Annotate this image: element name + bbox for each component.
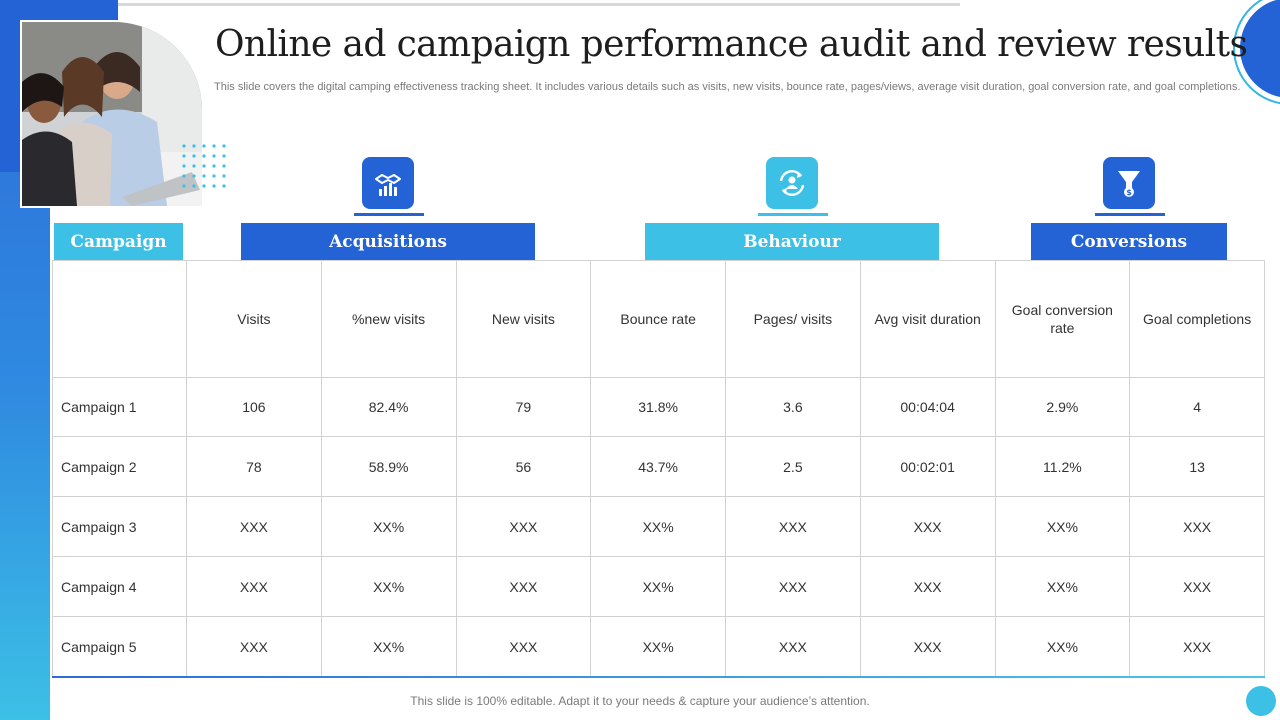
group-header-conversions: Conversions — [1031, 223, 1227, 260]
campaign-performance-table: Visits %new visits New visits Bounce rat… — [52, 260, 1265, 677]
table-cell: XXX — [859, 496, 996, 558]
table-cell: 106 — [186, 376, 322, 438]
table-row: Campaign 3 XXX XX% XXX XX% XXX XXX XX% X… — [52, 496, 1265, 558]
table-cell: XXX — [859, 616, 996, 677]
table-cell: XX% — [590, 496, 726, 558]
table-cell: XXX — [1129, 616, 1265, 677]
column-header: Visits — [186, 260, 322, 378]
table-cell: XX% — [994, 556, 1131, 618]
table-cell: 00:04:04 — [859, 376, 996, 438]
handshake-chart-icon — [362, 157, 414, 209]
table-cell: 56 — [455, 436, 592, 498]
refresh-user-icon — [766, 157, 818, 209]
footer-note: This slide is 100% editable. Adapt it to… — [410, 694, 870, 708]
table-cell: 58.9% — [320, 436, 457, 498]
dot-grid-decoration — [182, 144, 226, 188]
table-cell: XXX — [725, 556, 861, 618]
table-bottom-rule — [52, 676, 1265, 678]
table-cell: XX% — [994, 616, 1131, 677]
group-header-acquisitions: Acquisitions — [241, 223, 535, 260]
table-cell: 00:02:01 — [859, 436, 996, 498]
row-label: Campaign 1 — [52, 376, 187, 438]
table-header-row: Visits %new visits New visits Bounce rat… — [52, 260, 1265, 378]
row-label: Campaign 5 — [52, 616, 187, 677]
column-header: Bounce rate — [590, 260, 726, 378]
table-cell: 78 — [186, 436, 322, 498]
page-subtitle: This slide covers the digital camping ef… — [214, 81, 1241, 93]
table-cell: XX% — [590, 556, 726, 618]
table-cell: XXX — [186, 556, 322, 618]
column-header: %new visits — [320, 260, 457, 378]
acquisitions-icon-underline — [354, 213, 424, 216]
table-cell: XX% — [590, 616, 726, 677]
table-cell: 4 — [1129, 376, 1265, 438]
column-header: Avg visit duration — [859, 260, 996, 378]
top-divider — [118, 3, 960, 6]
table-cell: XX% — [320, 556, 457, 618]
svg-text:$: $ — [1126, 188, 1132, 197]
column-header: Goal conversion rate — [994, 260, 1131, 378]
table-cell: 31.8% — [590, 376, 726, 438]
table-row: Campaign 2 78 58.9% 56 43.7% 2.5 00:02:0… — [52, 436, 1265, 498]
table-cell: XXX — [186, 616, 322, 677]
group-header-behaviour: Behaviour — [645, 223, 939, 260]
group-header-campaign: Campaign — [54, 223, 183, 260]
column-header — [52, 260, 187, 378]
table-row: Campaign 5 XXX XX% XXX XX% XXX XXX XX% X… — [52, 616, 1265, 677]
table-cell: 13 — [1129, 436, 1265, 498]
column-header: New visits — [455, 260, 592, 378]
table-row: Campaign 1 106 82.4% 79 31.8% 3.6 00:04:… — [52, 376, 1265, 438]
table-cell: XXX — [455, 616, 592, 677]
table-cell: XXX — [725, 496, 861, 558]
table-cell: XX% — [994, 496, 1131, 558]
table-cell: XXX — [455, 556, 592, 618]
row-label: Campaign 3 — [52, 496, 187, 558]
row-label: Campaign 4 — [52, 556, 187, 618]
page-title: Online ad campaign performance audit and… — [215, 24, 1248, 65]
behaviour-icon-underline — [758, 213, 828, 216]
column-header: Pages/ visits — [725, 260, 861, 378]
table-cell: 79 — [455, 376, 592, 438]
table-cell: 11.2% — [994, 436, 1131, 498]
table-row: Campaign 4 XXX XX% XXX XX% XXX XXX XX% X… — [52, 556, 1265, 618]
team-photo — [20, 20, 204, 208]
table-cell: 82.4% — [320, 376, 457, 438]
table-cell: XXX — [186, 496, 322, 558]
table-cell: 2.9% — [994, 376, 1131, 438]
table-cell: 43.7% — [590, 436, 726, 498]
table-cell: XX% — [320, 616, 457, 677]
conversions-icon-underline — [1095, 213, 1165, 216]
table-cell: XX% — [320, 496, 457, 558]
table-cell: XXX — [725, 616, 861, 677]
funnel-dollar-icon: $ — [1103, 157, 1155, 209]
row-label: Campaign 2 — [52, 436, 187, 498]
table-cell: 3.6 — [725, 376, 861, 438]
table-cell: XXX — [455, 496, 592, 558]
column-header: Goal completions — [1129, 260, 1265, 378]
table-cell: XXX — [1129, 496, 1265, 558]
table-cell: XXX — [859, 556, 996, 618]
corner-dot-decoration — [1246, 686, 1276, 716]
table-cell: XXX — [1129, 556, 1265, 618]
table-cell: 2.5 — [725, 436, 861, 498]
